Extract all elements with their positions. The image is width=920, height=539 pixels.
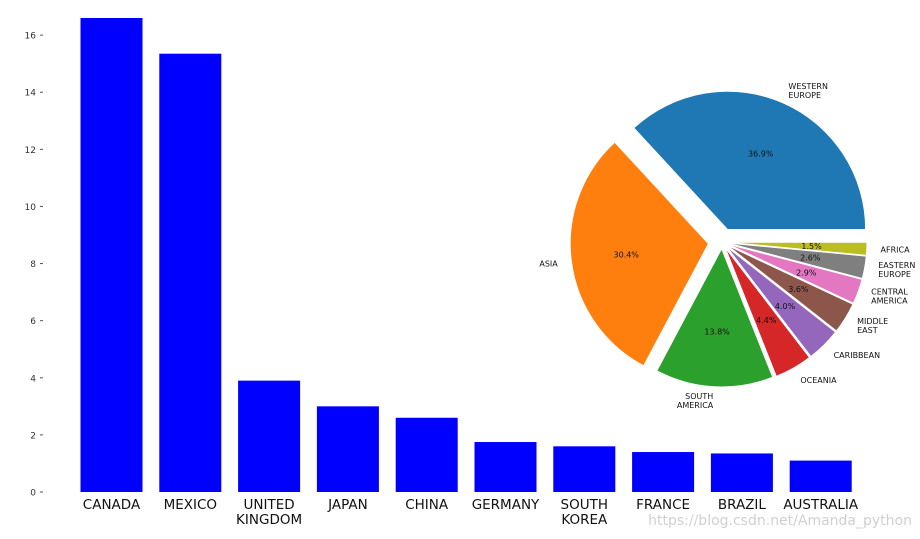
pie-slice-south-america <box>656 247 774 388</box>
y-tick-label: 14 <box>25 89 37 99</box>
pie-pct-middle-east: 3.6% <box>788 285 809 294</box>
pie-label-caribbean: CARIBBEAN <box>834 351 880 360</box>
bar-united-kingdom <box>238 380 301 492</box>
pie-slice-eastern-europe <box>728 242 867 279</box>
x-tick-label-japan: JAPAN <box>327 497 368 513</box>
y-tick-label: 6 <box>30 317 36 327</box>
pie-label-western-europe: WESTERN EUROPE <box>788 82 828 100</box>
pie-label-central-america: CENTRAL AMERICA <box>871 288 908 306</box>
y-tick-label: 12 <box>25 146 36 156</box>
pie-pct-oceania: 4.4% <box>756 316 777 325</box>
y-tick-label: 0 <box>30 489 36 499</box>
x-tick-label-mexico: MEXICO <box>164 497 217 513</box>
pie-pct-africa: 1.5% <box>801 242 822 251</box>
pie-percent-labels: 36.9% 30.4% 13.8% 4.4% 4.0% 3.6% 2.9% 2.6% 1.5% <box>613 150 822 337</box>
pie-label-oceania: OCEANIA <box>800 376 837 385</box>
bar-australia <box>789 460 852 492</box>
bar-brazil <box>710 453 773 492</box>
bar-x-axis-labels: CANADA MEXICO UNITED KINGDOM JAPAN CHINA GERMA… <box>83 497 859 528</box>
x-tick-label-australia: AUSTRALIA <box>783 497 859 513</box>
pie-chart: WESTERN EUROPE ASIA SOUTH AMERICA OCEANIA CARI… <box>539 82 915 410</box>
x-tick-label-canada: CANADA <box>83 497 141 513</box>
x-tick-label-china: CHINA <box>405 497 449 513</box>
bar-china <box>395 417 458 492</box>
y-tick-label: 8 <box>30 260 36 270</box>
x-tick-label-brazil: BRAZIL <box>718 497 767 513</box>
pie-slice-western-europe <box>633 91 866 230</box>
bar-france <box>632 452 695 492</box>
pie-pct-western-europe: 36.9% <box>748 150 774 159</box>
x-tick-label-united-kingdom: UNITED KINGDOM <box>236 497 302 528</box>
pie-pct-caribbean: 4.0% <box>775 302 796 311</box>
pie-slice-caribbean <box>726 246 836 357</box>
pie-slice-africa <box>728 241 868 256</box>
y-tick-label: 2 <box>30 431 36 441</box>
pie-slice-oceania <box>725 247 810 377</box>
y-tick-label: 10 <box>25 203 37 213</box>
x-tick-label-south-korea: SOUTH KOREA <box>561 497 608 528</box>
pie-slice-asia <box>569 141 709 367</box>
bar-germany <box>474 442 537 492</box>
pie-label-south-america: SOUTH AMERICA <box>677 392 714 410</box>
pie-pct-south-america: 13.8% <box>704 328 730 337</box>
pie-pct-central-america: 2.9% <box>796 269 817 278</box>
pie-slices <box>569 91 868 388</box>
bar-mexico <box>159 53 222 492</box>
pie-slice-central-america <box>728 243 863 304</box>
bar-canada <box>80 18 143 492</box>
x-tick-label-france: FRANCE <box>636 497 690 513</box>
pie-slice-middle-east <box>727 245 854 332</box>
bar-south-korea <box>553 446 616 492</box>
pie-pct-asia: 30.4% <box>613 250 639 259</box>
y-tick-label: 16 <box>25 32 37 42</box>
bar-y-axis: 0 2 4 6 8 10 12 14 16 <box>25 32 43 499</box>
bar-bars <box>80 18 852 492</box>
bar-japan <box>316 406 379 492</box>
pie-labels: WESTERN EUROPE ASIA SOUTH AMERICA OCEANIA CARI… <box>539 82 915 410</box>
pie-label-eastern-europe: EASTERN EUROPE <box>878 261 915 279</box>
x-tick-label-germany: GERMANY <box>472 497 540 513</box>
y-tick-label: 4 <box>30 374 36 384</box>
watermark: https://blog.csdn.net/Amanda_python <box>648 513 912 529</box>
bar-chart: 0 2 4 6 8 10 12 14 16 CANADA MEXICO UNITED KINGDOM J… <box>25 18 859 528</box>
pie-label-middle-east: MIDDLE EAST <box>857 317 888 335</box>
pie-label-africa: AFRICA <box>881 245 911 254</box>
pie-pct-eastern-europe: 2.6% <box>800 254 821 263</box>
pie-label-asia: ASIA <box>539 259 558 268</box>
